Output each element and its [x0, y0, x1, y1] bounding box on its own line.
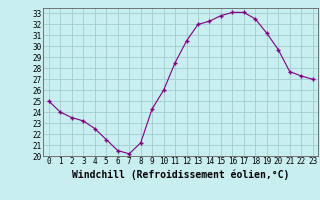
X-axis label: Windchill (Refroidissement éolien,°C): Windchill (Refroidissement éolien,°C): [72, 169, 290, 180]
